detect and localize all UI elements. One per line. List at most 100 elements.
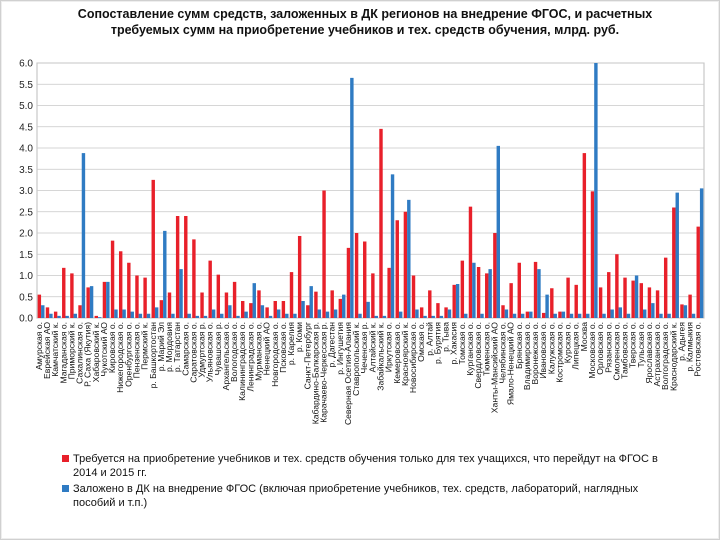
legend-swatch-budgeted	[62, 485, 69, 492]
bar-budgeted	[333, 309, 338, 318]
bar-required	[411, 275, 416, 318]
bar-required	[167, 292, 172, 318]
x-category-label: Ямало-Ненецкий АО	[506, 322, 516, 405]
bar-required	[395, 220, 399, 318]
bar-budgeted	[415, 309, 419, 318]
bar-required	[623, 277, 627, 318]
y-tick-label: 4.5	[19, 122, 33, 133]
bar-budgeted	[602, 313, 606, 318]
bar-required	[541, 312, 546, 318]
x-category-label: Псковская о.	[278, 322, 288, 373]
x-category-label: Ульяновская о.	[205, 322, 215, 382]
bar-required	[86, 287, 90, 318]
bar-required	[533, 261, 538, 318]
bar-budgeted	[691, 313, 696, 318]
legend-label-required: Требуется на приобретение учебников и те…	[73, 453, 658, 479]
bar-budgeted	[301, 301, 305, 318]
bar-required	[566, 277, 570, 318]
bar-required	[517, 262, 521, 318]
x-category-label: Липецкая о.	[571, 322, 581, 370]
x-category-label: Тюменская о.	[481, 322, 491, 376]
bar-budgeted	[138, 313, 143, 318]
bar-budgeted	[472, 262, 476, 318]
bar-budgeted	[496, 145, 500, 318]
x-category-label: Саратовская о.	[188, 322, 198, 383]
bar-budgeted	[309, 286, 313, 318]
bar-budgeted	[89, 286, 94, 318]
x-category-label: Чеченская р.	[359, 322, 369, 373]
bar-budgeted	[236, 315, 240, 318]
x-category-label: Ставропольский к.	[351, 322, 361, 396]
y-tick-label: 0.5	[19, 292, 33, 303]
bar-budgeted	[561, 311, 566, 318]
bar-required	[265, 307, 269, 318]
x-category-label: р. Коми	[294, 322, 304, 352]
bar-required	[485, 273, 489, 318]
bar-required	[419, 307, 424, 318]
bar-required	[118, 251, 123, 318]
x-category-label: р. Татарстан	[172, 322, 182, 372]
bar-required	[436, 303, 440, 318]
bar-budgeted	[358, 313, 362, 318]
bar-budgeted	[699, 188, 704, 318]
x-category-label: Ненецкий АО	[262, 322, 272, 376]
x-category-label: Челябинская о.	[498, 322, 508, 384]
x-category-label: Курганская о.	[465, 322, 475, 376]
bar-required	[159, 300, 164, 318]
bar-budgeted	[439, 315, 444, 318]
bar-required	[306, 305, 310, 318]
x-category-label: Самарская о.	[180, 322, 190, 376]
bar-required	[45, 307, 50, 318]
x-category-label: Сахалинская о.	[75, 322, 85, 384]
x-category-label: Кемеровская о.	[392, 322, 402, 384]
bar-required	[639, 283, 643, 318]
bar-required	[680, 304, 684, 318]
x-category-label: Хабаровский к.	[91, 322, 101, 382]
x-category-label: Воронежская о.	[530, 322, 540, 384]
bar-required	[363, 241, 367, 318]
x-category-label: Ленинградская о.	[245, 322, 255, 392]
bar-budgeted	[260, 305, 265, 318]
bar-required	[631, 280, 635, 318]
bar-required	[558, 311, 562, 318]
x-category-label: Магаданская о.	[58, 322, 68, 384]
gridlines	[36, 62, 705, 319]
bar-budgeted	[610, 309, 614, 318]
x-category-label: Омская о.	[416, 322, 426, 362]
bar-budgeted	[683, 305, 688, 318]
bar-budgeted	[642, 309, 647, 318]
bar-required	[322, 190, 326, 318]
bar-required	[696, 226, 700, 318]
bar-budgeted	[41, 305, 45, 318]
bar-required	[452, 284, 456, 318]
bar-required	[53, 311, 58, 318]
bar-budgeted	[195, 315, 200, 318]
bar-required	[257, 290, 261, 318]
bar-required	[672, 207, 676, 318]
x-category-label: Камчатский к.	[50, 322, 60, 377]
bar-required	[314, 291, 318, 318]
x-category-label: Брянская о.	[514, 322, 524, 369]
x-category-label: Владимирская о.	[522, 322, 532, 390]
x-category-label: Иркутская о.	[384, 322, 394, 372]
bar-required	[501, 305, 505, 318]
bar-required	[598, 287, 603, 318]
bar-required	[379, 128, 383, 318]
bar-budgeted	[520, 313, 525, 318]
x-category-label: р. Карелия	[286, 322, 296, 365]
x-category-label: Р. Саха (Якутия)	[83, 322, 93, 387]
bar-required	[525, 311, 530, 318]
x-category-label: Тамбовская о.	[620, 322, 630, 379]
x-category-label: Забайкальский к.	[376, 322, 386, 391]
bar-budgeted	[350, 77, 354, 318]
x-category-label: Чукотский АО	[99, 322, 109, 377]
bar-budgeted	[325, 311, 330, 318]
bar-required	[688, 294, 692, 318]
bar-budgeted	[73, 313, 78, 318]
bar-required	[330, 290, 334, 318]
bar-required	[241, 301, 245, 318]
x-category-label: Алтайский к.	[367, 322, 377, 372]
bar-budgeted	[106, 281, 110, 318]
x-category-label: Тульская о.	[636, 322, 646, 368]
